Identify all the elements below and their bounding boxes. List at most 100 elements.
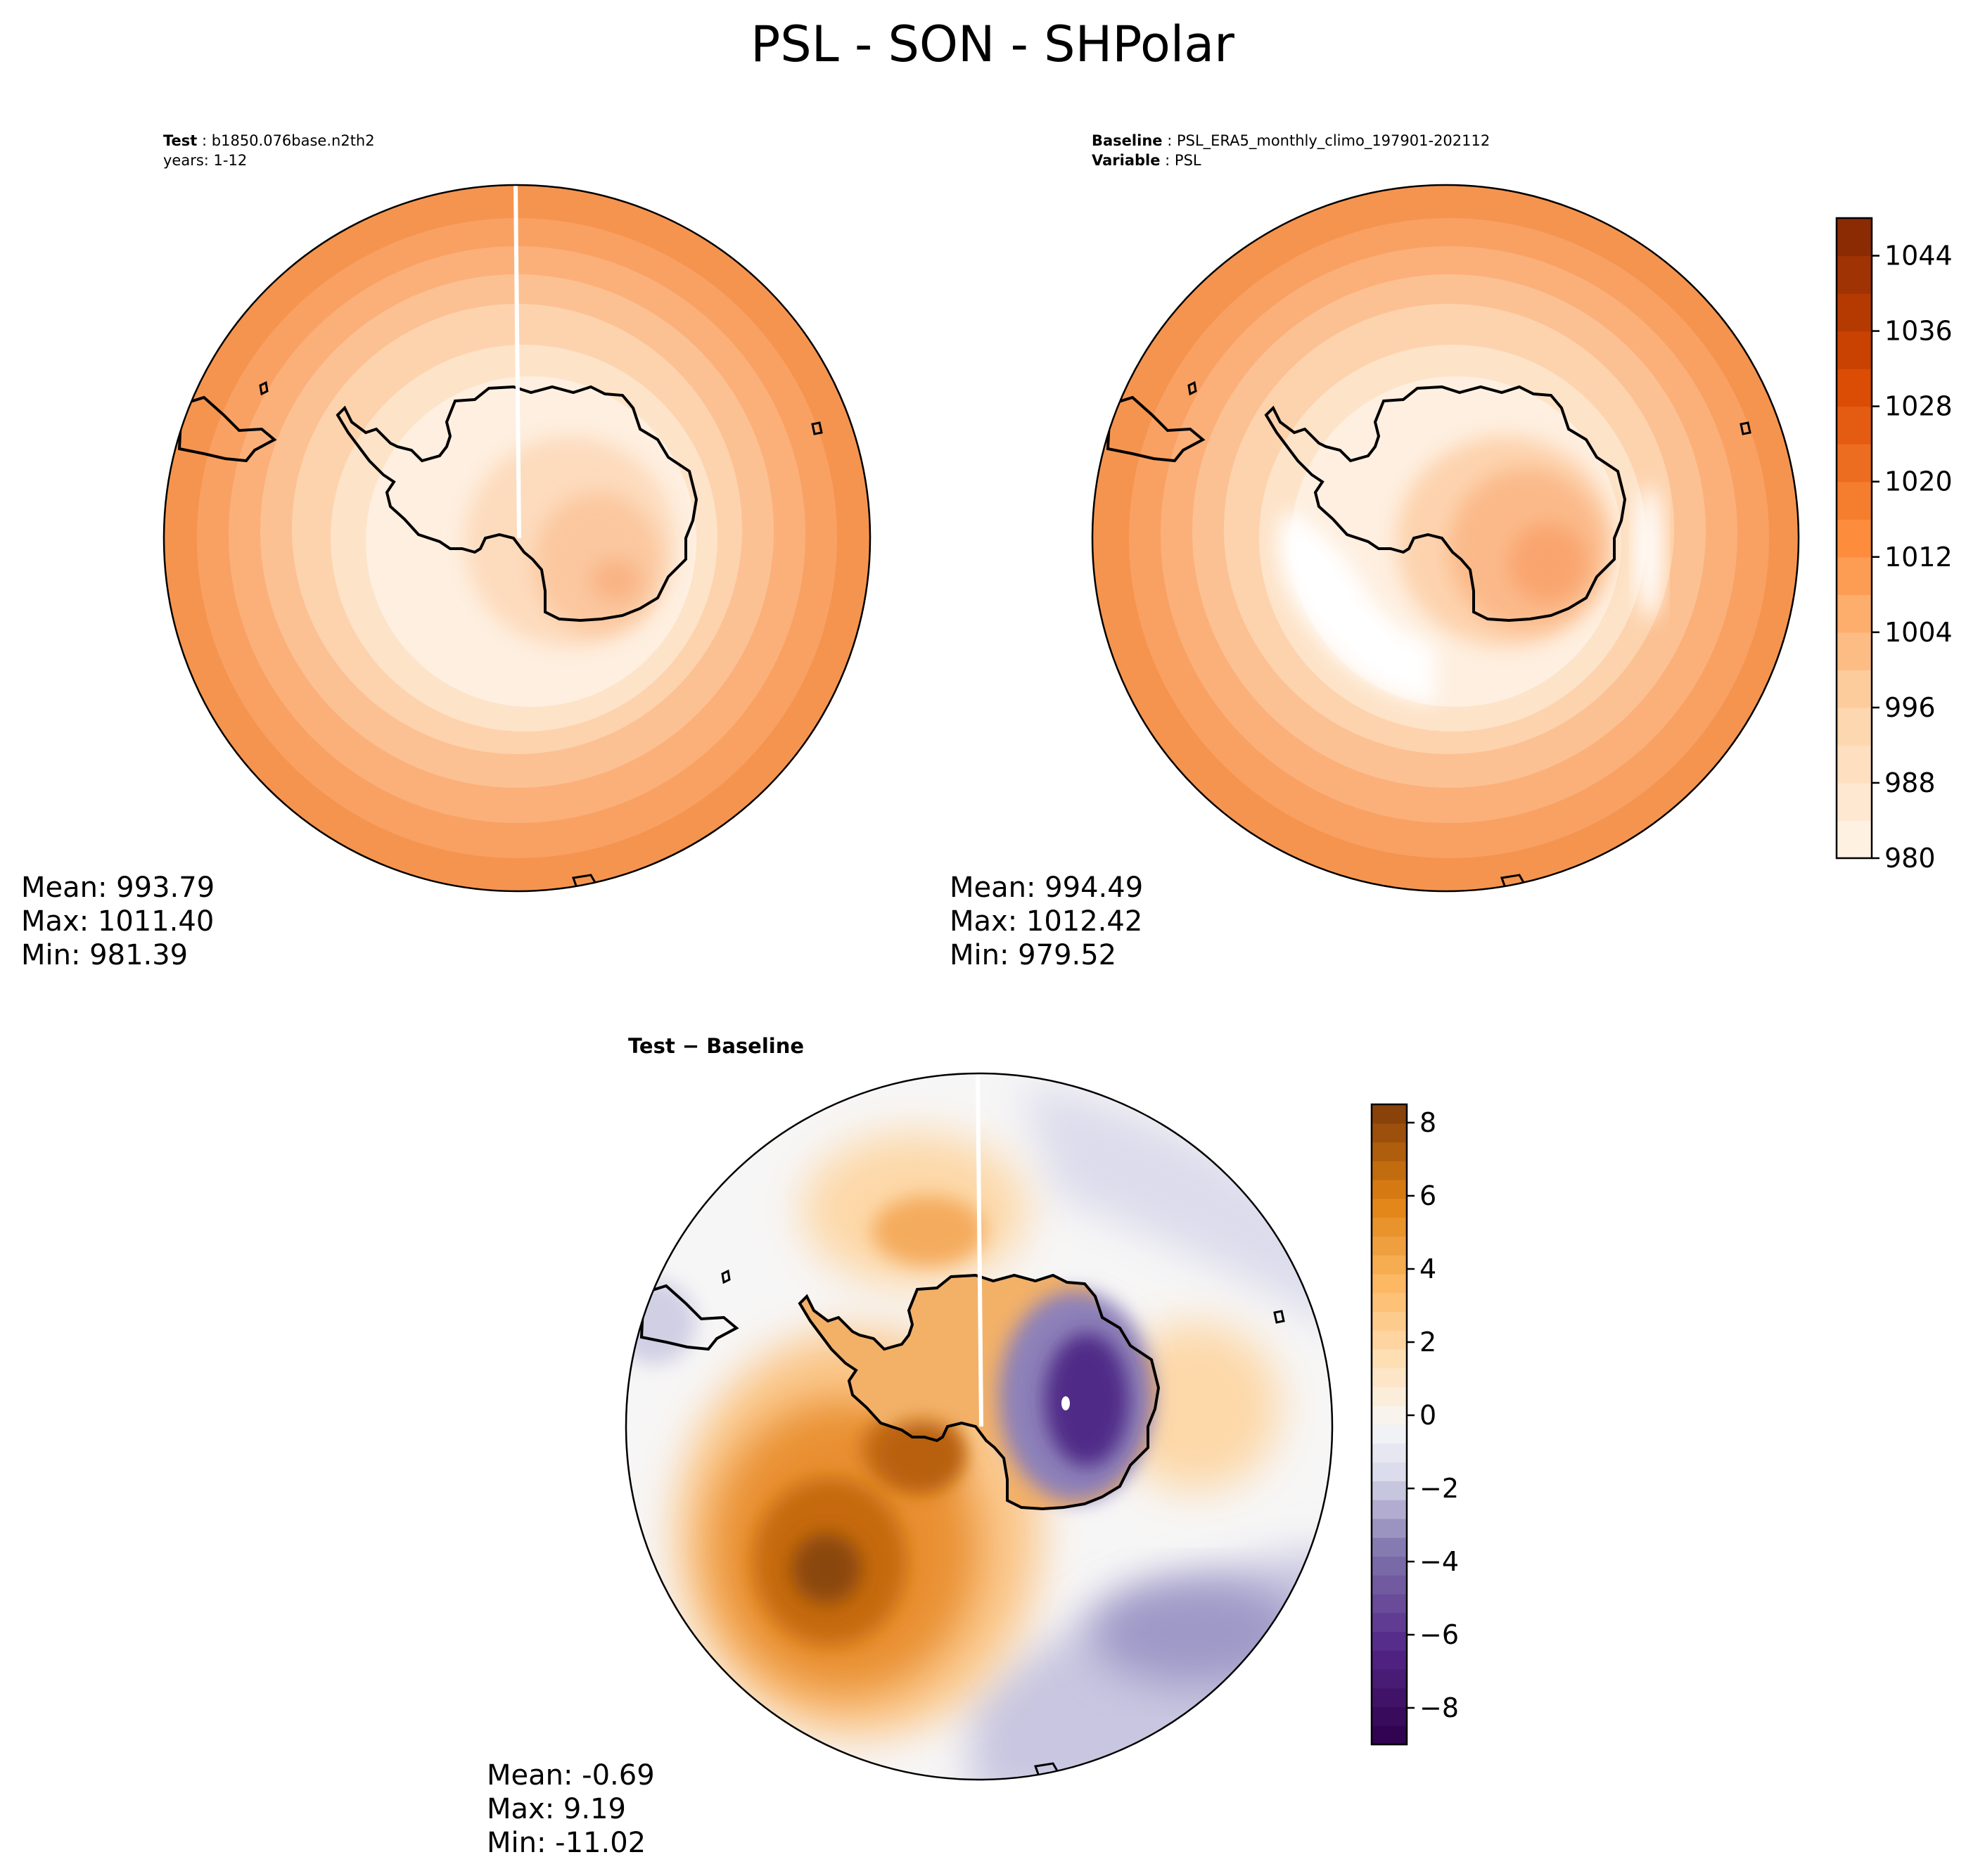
diff-negative-plateau-core (1045, 1333, 1129, 1467)
baseline-colorbar-tick-label: 1036 (1884, 316, 1953, 347)
diff-colorbar-segment (1372, 1500, 1407, 1519)
baseline-colorbar-segment (1837, 782, 1872, 822)
diff-colorbar-segment (1372, 1255, 1407, 1275)
diff-negative-ne (1020, 1083, 1332, 1336)
baseline-colorbar-segment (1837, 745, 1872, 784)
baseline-colorbar-segment (1837, 632, 1872, 670)
diff-seam (976, 1073, 983, 1427)
diff-colorbar-segment (1372, 1537, 1407, 1557)
diff-colorbar-segment (1372, 1481, 1407, 1500)
baseline-kerguelen (1740, 421, 1751, 435)
diff-colorbar-segment (1372, 1386, 1407, 1406)
diff-stats: Mean: -0.69 Max: 9.19 Min: -11.02 (487, 1759, 655, 1860)
diff-colorbar-segment (1372, 1348, 1407, 1369)
baseline-colorbar-segment (1837, 369, 1872, 407)
diff-kerguelen (1273, 1310, 1285, 1324)
diff-title: Test − Baseline (628, 1034, 805, 1058)
diff-missing-patch (1061, 1396, 1070, 1410)
diff-colorbar-segment (1372, 1104, 1407, 1124)
baseline-low-east (1637, 485, 1662, 619)
test-seam (513, 185, 521, 539)
diff-colorbar-segment (1372, 1575, 1407, 1595)
diff-colorbar-segment (1372, 1142, 1407, 1161)
diff-colorbar-segment (1372, 1668, 1407, 1689)
baseline-plateau-peak (1509, 524, 1586, 601)
diff-colorbar-segment (1372, 1443, 1407, 1463)
test-label-colon: : (197, 132, 212, 149)
diff-colorbar-segment (1372, 1330, 1407, 1350)
diff-mean: Mean: -0.69 (487, 1759, 655, 1792)
diff-map-border (625, 1072, 1334, 1781)
baseline-label-bold: Baseline (1092, 132, 1163, 149)
diff-min: Min: -11.02 (487, 1827, 646, 1859)
diff-falklands (721, 1269, 731, 1284)
baseline-subtitle: Baseline : PSL_ERA5_monthly_climo_197901… (1092, 132, 1491, 169)
diff-colorbar-tick-label: 4 (1419, 1253, 1436, 1284)
test-label-value: b1850.076base.n2th2 (211, 132, 375, 149)
diff-colorbar-segment (1372, 1180, 1407, 1199)
test-kerguelen (811, 421, 823, 435)
diff-positive-west-peak (791, 1533, 862, 1604)
baseline-colorbar-segment (1837, 707, 1872, 746)
diff-colorbar-segment (1372, 1706, 1407, 1726)
diff-colorbar-segment (1372, 1217, 1407, 1237)
baseline-colorbar-tick-label: 1004 (1884, 617, 1953, 648)
baseline-colorbar-segment (1837, 331, 1872, 369)
baseline-min: Min: 979.52 (950, 939, 1117, 971)
baseline-colorbar-segment (1837, 218, 1872, 257)
diff-colorbar-tick-label: −6 (1419, 1619, 1459, 1650)
diff-colorbar-segment (1372, 1462, 1407, 1481)
baseline-variable-value: PSL (1174, 152, 1201, 169)
baseline-mean: Mean: 994.49 (950, 872, 1144, 904)
test-falklands (259, 381, 269, 396)
baseline-colorbar-tick-label: 996 (1884, 692, 1936, 723)
baseline-label-value: PSL_ERA5_monthly_climo_197901-202112 (1176, 132, 1491, 149)
test-years: years: 1-12 (163, 152, 248, 169)
baseline-colorbar-segment (1837, 820, 1872, 859)
baseline-colorbar-tick-label: 1012 (1884, 542, 1953, 573)
test-label-bold: Test (163, 132, 198, 149)
diff-colorbar-segment (1372, 1273, 1407, 1294)
diff-colorbar-segment (1372, 1161, 1407, 1180)
baseline-colorbar-segment (1837, 255, 1872, 294)
test-plateau-peak (591, 559, 640, 601)
baseline-colorbar-segment (1837, 481, 1872, 520)
test-map-border (162, 184, 872, 893)
diff-colorbar: 8 6 4 2 0 −2 −4 −6 −8 (1370, 1103, 1459, 1746)
test-mean: Mean: 993.79 (21, 872, 215, 904)
diff-colorbar-segment (1372, 1198, 1407, 1218)
baseline-colorbar-segment (1837, 556, 1872, 595)
diff-colorbar-tick-label: −8 (1419, 1692, 1459, 1723)
baseline-colorbar-tick-label: 980 (1884, 843, 1936, 874)
baseline-stats: Mean: 994.49 Max: 1012.42 Min: 979.52 (950, 871, 1143, 972)
baseline-colorbar-tick-label: 1020 (1884, 466, 1953, 497)
diff-colorbar-tick-label: 6 (1419, 1180, 1436, 1211)
baseline-colorbar-segment (1837, 594, 1872, 633)
diff-west-ant-positive (879, 1421, 964, 1491)
baseline-colorbar-frame (1835, 217, 1873, 860)
diff-positive-north-core (872, 1196, 985, 1266)
diff-colorbar-segment (1372, 1687, 1407, 1708)
diff-colorbar-tick-label: 0 (1419, 1400, 1436, 1431)
baseline-colorbar: 980 988 996 1004 1012 1020 1028 1036 1044 (1835, 217, 1953, 874)
baseline-colorbar-segment (1837, 670, 1872, 708)
diff-colorbar-segment (1372, 1725, 1407, 1745)
diff-colorbar-segment (1372, 1424, 1407, 1444)
baseline-map-border (1091, 184, 1800, 893)
baseline-colorbar-tick-label: 1028 (1884, 391, 1953, 422)
baseline-low-west (1278, 510, 1435, 703)
test-min: Min: 981.39 (21, 939, 189, 971)
test-subtitle: Test : b1850.076base.n2th2 years: 1-12 (163, 131, 375, 170)
diff-max: Max: 9.19 (487, 1793, 626, 1825)
baseline-map (1091, 184, 1800, 893)
diff-map (625, 1072, 1334, 1781)
diff-colorbar-segment (1372, 1518, 1407, 1538)
diff-colorbar-segment (1372, 1612, 1407, 1633)
diff-colorbar-tick-label: 8 (1419, 1107, 1436, 1138)
test-map (162, 184, 872, 893)
test-stats: Mean: 993.79 Max: 1011.40 Min: 981.39 (21, 871, 215, 972)
figure-title: PSL - SON - SHPolar (751, 15, 1234, 73)
diff-colorbar-segment (1372, 1593, 1407, 1614)
diff-colorbar-segment (1372, 1650, 1407, 1670)
